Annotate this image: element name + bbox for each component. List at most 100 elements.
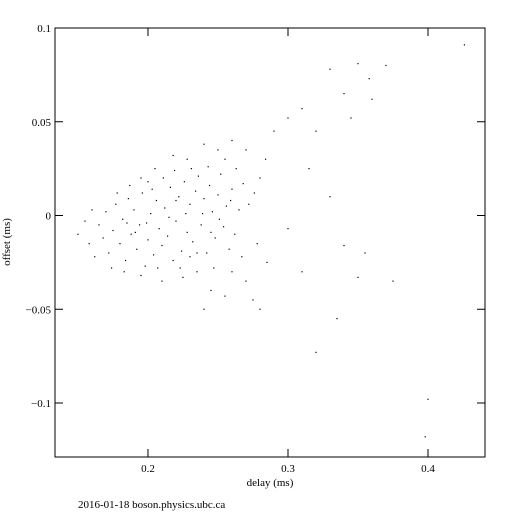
point — [91, 209, 93, 211]
point — [98, 224, 100, 226]
point — [203, 198, 205, 200]
point — [169, 186, 171, 188]
point — [315, 130, 317, 132]
y-axis-label: offset (ms) — [1, 218, 13, 266]
point — [186, 158, 188, 160]
point — [229, 199, 232, 202]
point — [88, 243, 90, 245]
point — [424, 436, 426, 438]
point — [152, 254, 155, 256]
point — [273, 130, 275, 132]
point — [224, 158, 226, 160]
point — [220, 173, 222, 175]
point — [138, 224, 141, 226]
point — [123, 271, 125, 273]
point — [287, 228, 289, 230]
point — [427, 398, 429, 400]
point — [206, 252, 208, 254]
point — [329, 68, 331, 70]
point — [252, 299, 254, 301]
point — [161, 280, 163, 282]
point — [210, 289, 212, 292]
point — [141, 192, 143, 194]
point — [200, 224, 202, 226]
point — [364, 252, 366, 254]
point — [343, 93, 345, 95]
point — [301, 108, 303, 110]
point — [231, 139, 233, 142]
point — [173, 169, 176, 172]
point — [127, 198, 129, 200]
point — [234, 233, 236, 235]
point — [238, 209, 240, 211]
point — [168, 216, 170, 218]
x-tick-label: 0.2 — [141, 463, 155, 475]
point — [186, 231, 188, 233]
point — [245, 280, 247, 282]
point — [196, 252, 198, 254]
point — [256, 243, 258, 245]
point — [175, 220, 177, 222]
point — [315, 351, 317, 353]
point — [189, 256, 191, 258]
point — [162, 177, 164, 179]
point — [147, 181, 149, 183]
y-tick-label: −0.1 — [31, 398, 51, 410]
point — [259, 177, 261, 179]
point — [245, 149, 247, 151]
y-tick-label: 0 — [46, 211, 52, 223]
point — [182, 276, 184, 278]
footer: 2016-01-18 boson.physics.ubc.ca — [78, 499, 225, 511]
point — [116, 192, 118, 194]
point — [112, 229, 114, 232]
point — [203, 308, 205, 310]
point — [301, 271, 303, 273]
plot-frame — [54, 27, 486, 458]
point — [129, 184, 131, 187]
point — [161, 244, 163, 247]
point — [350, 117, 352, 119]
point — [357, 63, 359, 65]
point — [94, 256, 96, 258]
point — [144, 265, 146, 267]
point — [357, 276, 359, 278]
point — [194, 190, 197, 192]
point — [343, 244, 345, 247]
point — [241, 256, 243, 258]
point — [189, 203, 191, 205]
x-tick-label: 0.3 — [281, 463, 295, 475]
x-tick-label: 0.4 — [421, 463, 435, 475]
point — [175, 199, 177, 202]
point — [172, 259, 174, 262]
point — [308, 168, 310, 170]
point — [329, 196, 331, 198]
point — [185, 213, 187, 215]
point — [151, 188, 153, 190]
point — [336, 318, 338, 320]
point — [126, 222, 128, 224]
point — [463, 44, 466, 46]
point — [155, 199, 157, 202]
point — [242, 183, 244, 185]
point — [211, 211, 213, 213]
point — [385, 64, 387, 67]
point — [77, 233, 79, 235]
point — [102, 237, 104, 239]
point — [197, 175, 199, 177]
point — [178, 196, 180, 198]
point — [133, 209, 135, 211]
point — [371, 98, 373, 100]
point — [154, 168, 156, 170]
point — [213, 267, 215, 269]
point — [122, 218, 124, 220]
point — [158, 228, 160, 230]
point — [217, 149, 219, 151]
point — [266, 261, 268, 263]
y-tick-label: 0.05 — [32, 117, 52, 129]
point — [115, 203, 117, 205]
point — [203, 143, 205, 145]
point — [134, 231, 136, 233]
point — [164, 207, 166, 209]
